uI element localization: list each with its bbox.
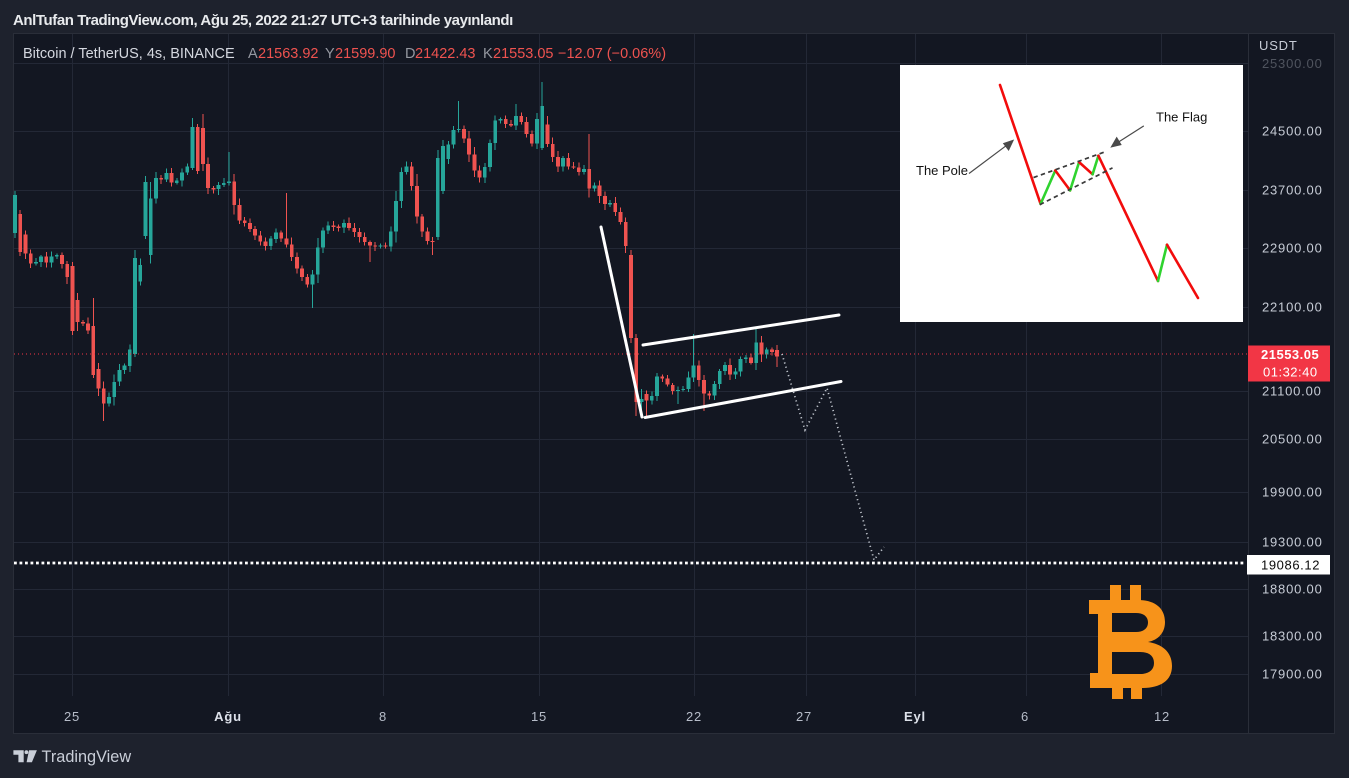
svg-text:21599.90: 21599.90 bbox=[335, 46, 395, 62]
svg-text:27: 27 bbox=[796, 709, 812, 724]
svg-text:17900.00: 17900.00 bbox=[1262, 667, 1323, 682]
svg-text:Bitcoin / TetherUS, 4s, BINANC: Bitcoin / TetherUS, 4s, BINANCE bbox=[23, 46, 235, 62]
svg-text:Ağu: Ağu bbox=[214, 709, 242, 724]
svg-text:19900.00: 19900.00 bbox=[1262, 485, 1323, 500]
svg-text:21100.00: 21100.00 bbox=[1262, 384, 1322, 399]
svg-text:Eyl: Eyl bbox=[904, 709, 926, 724]
svg-text:Y: Y bbox=[325, 46, 335, 62]
svg-text:21553.05: 21553.05 bbox=[493, 46, 553, 62]
svg-text:AnlTufan TradingView.com, Ağu: AnlTufan TradingView.com, Ağu 25, 2022 2… bbox=[13, 12, 513, 29]
svg-text:24500.00: 24500.00 bbox=[1262, 124, 1323, 139]
svg-text:18800.00: 18800.00 bbox=[1262, 582, 1323, 597]
svg-text:18300.00: 18300.00 bbox=[1262, 629, 1323, 644]
svg-text:15: 15 bbox=[531, 709, 547, 724]
svg-text:The Flag: The Flag bbox=[1156, 110, 1207, 125]
svg-text:21563.92: 21563.92 bbox=[258, 46, 318, 62]
svg-text:8: 8 bbox=[379, 709, 387, 724]
svg-text:−12.07 (−0.06%): −12.07 (−0.06%) bbox=[558, 46, 666, 62]
svg-text:22: 22 bbox=[686, 709, 702, 724]
svg-text:TradingView: TradingView bbox=[42, 748, 132, 766]
svg-text:19300.00: 19300.00 bbox=[1262, 535, 1323, 550]
svg-text:A: A bbox=[248, 46, 258, 62]
svg-text:22900.00: 22900.00 bbox=[1262, 241, 1323, 256]
svg-text:21422.43: 21422.43 bbox=[415, 46, 475, 62]
svg-text:The Pole: The Pole bbox=[916, 163, 968, 178]
svg-text:K: K bbox=[483, 46, 493, 62]
svg-text:19086.12: 19086.12 bbox=[1261, 558, 1320, 573]
svg-text:6: 6 bbox=[1021, 709, 1029, 724]
svg-text:25300.00: 25300.00 bbox=[1262, 56, 1323, 71]
svg-text:D: D bbox=[405, 46, 415, 62]
svg-text:12: 12 bbox=[1154, 709, 1170, 724]
svg-text:USDT: USDT bbox=[1259, 38, 1298, 53]
svg-text:21553.05: 21553.05 bbox=[1261, 347, 1319, 362]
svg-text:01:32:40: 01:32:40 bbox=[1263, 365, 1318, 380]
svg-text:25: 25 bbox=[64, 709, 80, 724]
svg-text:22100.00: 22100.00 bbox=[1262, 300, 1323, 315]
svg-text:20500.00: 20500.00 bbox=[1262, 432, 1323, 447]
svg-text:23700.00: 23700.00 bbox=[1262, 183, 1323, 198]
